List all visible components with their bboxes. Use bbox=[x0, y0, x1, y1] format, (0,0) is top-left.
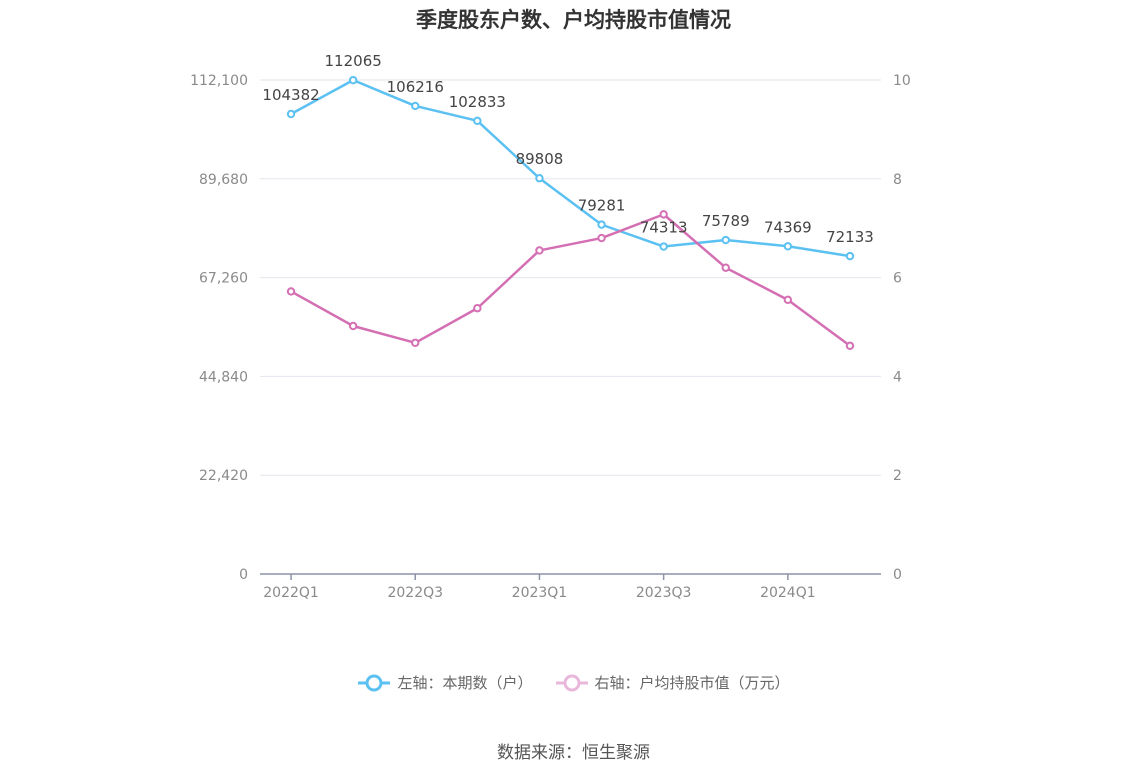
legend-line-circle-icon bbox=[555, 674, 588, 691]
data-label: 72133 bbox=[826, 228, 874, 246]
y-right-tick-label: 4 bbox=[893, 369, 902, 385]
x-tick-label: 2024Q1 bbox=[760, 585, 816, 601]
data-label: 74313 bbox=[640, 219, 688, 237]
data-point-avg-value bbox=[473, 304, 482, 313]
data-label: 106216 bbox=[387, 78, 444, 96]
data-point-avg-value bbox=[348, 321, 358, 331]
y-left-tick-label: 0 bbox=[239, 567, 248, 583]
y-left-tick-label: 22,420 bbox=[199, 468, 248, 484]
data-point-households bbox=[286, 109, 296, 119]
x-tick-label: 2023Q1 bbox=[512, 585, 568, 601]
data-point-households bbox=[659, 242, 668, 251]
y-left-tick-label: 112,100 bbox=[190, 73, 248, 89]
data-point-households bbox=[845, 251, 855, 261]
data-point-avg-value bbox=[721, 263, 730, 272]
data-point-households bbox=[411, 101, 420, 111]
y-left-tick-label: 67,260 bbox=[199, 271, 248, 287]
data-point-avg-value bbox=[597, 233, 606, 243]
data-label: 75789 bbox=[702, 212, 750, 230]
data-point-households bbox=[473, 116, 482, 126]
chart-legend: 左轴：本期数（户） 右轴：户均持股市值（万元） bbox=[0, 672, 1147, 693]
data-point-avg-value bbox=[659, 210, 668, 219]
data-point-households bbox=[348, 75, 358, 85]
y-right-tick-label: 8 bbox=[893, 172, 902, 188]
data-point-avg-value bbox=[783, 295, 793, 305]
legend-item-avg-value[interactable]: 右轴：户均持股市值（万元） bbox=[555, 672, 790, 693]
x-tick-label: 2023Q3 bbox=[636, 585, 692, 601]
y-right-tick-label: 6 bbox=[893, 271, 902, 287]
data-point-avg-value bbox=[411, 338, 420, 348]
series-line-avg-value bbox=[290, 213, 851, 347]
data-label: 79281 bbox=[578, 197, 626, 215]
data-label: 112065 bbox=[325, 52, 382, 70]
data-point-households bbox=[721, 235, 730, 245]
data-label: 104382 bbox=[262, 86, 319, 104]
x-tick-label: 2022Q3 bbox=[387, 585, 443, 601]
y-right-tick-label: 0 bbox=[893, 567, 902, 583]
data-point-avg-value bbox=[845, 341, 855, 350]
legend-label-households: 左轴：本期数（户） bbox=[397, 674, 533, 692]
series-line-households bbox=[290, 78, 851, 258]
data-point-households bbox=[597, 220, 606, 229]
data-label: 102833 bbox=[449, 93, 506, 111]
legend-line-circle-icon bbox=[358, 674, 391, 691]
legend-item-households[interactable]: 左轴：本期数（户） bbox=[357, 672, 533, 693]
data-label: 89808 bbox=[516, 150, 564, 168]
data-point-households bbox=[535, 174, 544, 183]
y-left-tick-label: 89,680 bbox=[199, 172, 248, 188]
y-right-tick-label: 2 bbox=[893, 468, 902, 484]
chart-title: 季度股东户数、户均持股市值情况 bbox=[416, 8, 731, 32]
y-right-tick-label: 10 bbox=[893, 73, 911, 89]
data-source: 数据来源：恒生聚源 bbox=[497, 743, 650, 763]
data-point-avg-value bbox=[535, 246, 544, 255]
y-left-tick-label: 44,840 bbox=[199, 369, 248, 385]
data-point-avg-value bbox=[286, 287, 296, 296]
legend-label-avg-value: 右轴：户均持股市值（万元） bbox=[594, 674, 790, 692]
data-label: 74369 bbox=[764, 218, 812, 236]
x-tick-label: 2022Q1 bbox=[263, 585, 319, 601]
data-point-households bbox=[783, 242, 793, 251]
